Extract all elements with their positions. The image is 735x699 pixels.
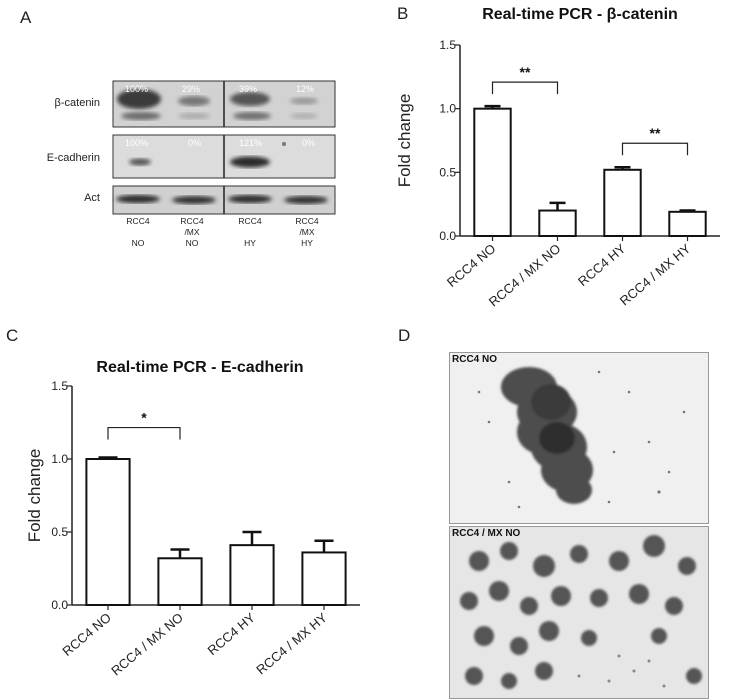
percent-ecad-lane4: 0% bbox=[302, 138, 316, 148]
chart-b-bar bbox=[603, 168, 642, 237]
lane-label-3-line3: HY bbox=[244, 238, 256, 248]
micrograph-label-top: RCC4 NO bbox=[452, 354, 498, 365]
blot-row-label-e-cadherin: E-cadherin bbox=[46, 152, 100, 164]
chart-b-y-tick-label: 1.5 bbox=[439, 38, 456, 52]
lane-label-3: RCC4 HY bbox=[228, 216, 272, 249]
chart-c-bar bbox=[157, 557, 203, 606]
chart-c-x-tick-label: RCC4 HY bbox=[205, 610, 259, 658]
chart-b-title: Real-time PCR - β-catenin bbox=[482, 6, 678, 23]
chart-b-bar bbox=[473, 107, 512, 237]
chart-c-y-axis-label: Fold change bbox=[25, 449, 44, 543]
lane-label-2-line3: NO bbox=[185, 238, 199, 248]
chart-c-x-tick-label: RCC4 / MX HY bbox=[253, 610, 330, 678]
chart-b-significance-bracket bbox=[621, 142, 689, 156]
panel-letter-a: A bbox=[20, 8, 32, 27]
chart-c-significance-bracket bbox=[107, 426, 181, 440]
percent-ecad-lane3: 121% bbox=[239, 138, 263, 148]
chart-b-bar bbox=[668, 210, 707, 238]
panel-letter-d: D bbox=[398, 326, 411, 345]
chart-c-y-tick-label: 1.5 bbox=[51, 379, 68, 393]
chart-c-bar bbox=[85, 458, 131, 606]
chart-b-x-tick-label: RCC4 / MX HY bbox=[617, 241, 694, 309]
chart-b-y-axis-label: Fold change bbox=[395, 94, 414, 188]
chart-c-y-tick-label: 0.5 bbox=[51, 525, 68, 539]
chart-b-x-tick-label: RCC4 HY bbox=[575, 241, 629, 289]
panel-letter-b: B bbox=[397, 4, 409, 23]
chart-c-x-tick-label: RCC4 NO bbox=[59, 610, 113, 659]
chart-b-significance-label: ** bbox=[650, 125, 661, 141]
micrograph-label-bottom: RCC4 / MX NO bbox=[452, 528, 521, 539]
chart-b-y-tick-label: 0.0 bbox=[439, 229, 456, 243]
chart-b-y-tick-label: 1.0 bbox=[439, 102, 456, 116]
chart-c-title: Real-time PCR - E-cadherin bbox=[96, 359, 303, 376]
microscopy-panel: RCC4 NO RCC4 / MX NO bbox=[449, 352, 709, 699]
chart-c-y-tick-label: 1.0 bbox=[51, 452, 68, 466]
percent-beta-lane1: 100% bbox=[125, 84, 149, 94]
lane-label-1-line2 bbox=[116, 227, 160, 238]
percent-ecad-lane2: 0% bbox=[188, 138, 202, 148]
lane-label-4-line1: RCC4 bbox=[295, 216, 319, 226]
chart-b-x-tick-label: RCC4 NO bbox=[444, 241, 498, 290]
percent-beta-lane2: 29% bbox=[182, 84, 201, 94]
blot-row-label-beta-catenin: β-catenin bbox=[54, 97, 100, 109]
e-cadherin-bar-chart: Real-time PCR - E-cadherin Fold change 0.0… bbox=[25, 359, 360, 679]
chart-c-bar bbox=[301, 551, 347, 607]
blot-image bbox=[112, 80, 336, 215]
lane-label-1-line1: RCC4 bbox=[126, 216, 150, 226]
lane-label-2-line2: /MX bbox=[184, 227, 200, 237]
chart-c-significance-label: * bbox=[141, 410, 147, 426]
percent-ecad-lane1: 100% bbox=[125, 138, 149, 148]
lane-label-1: RCC4 NO bbox=[116, 216, 160, 249]
chart-b-bar bbox=[538, 209, 577, 238]
chart-c-y-tick-label: 0.0 bbox=[51, 598, 68, 612]
lane-label-1-line3: NO bbox=[131, 238, 145, 248]
chart-b-significance-label: ** bbox=[520, 64, 531, 80]
lane-label-4: RCC4 /MX HY bbox=[285, 216, 329, 249]
percent-beta-lane3: 39% bbox=[239, 84, 258, 94]
blot-row-label-actin: Act bbox=[84, 192, 100, 204]
lane-label-2-line1: RCC4 bbox=[180, 216, 204, 226]
chart-b-significance-bracket bbox=[491, 81, 559, 95]
chart-b-y-tick-label: 0.5 bbox=[439, 165, 456, 179]
beta-catenin-bar-chart: Real-time PCR - β-catenin Fold change 0.0 0… bbox=[395, 6, 720, 309]
chart-c-bar bbox=[229, 544, 275, 606]
lane-label-4-line3: HY bbox=[301, 238, 313, 248]
panel-letter-c: C bbox=[6, 326, 19, 345]
lane-label-3-line2 bbox=[228, 227, 272, 238]
lane-label-3-line1: RCC4 bbox=[238, 216, 262, 226]
chart-c-x-tick-label: RCC4 / MX NO bbox=[108, 610, 186, 679]
micrograph-rcc4-mx-no bbox=[449, 526, 709, 699]
percent-beta-lane4: 12% bbox=[296, 84, 315, 94]
lane-label-4-line2: /MX bbox=[299, 227, 315, 237]
micrograph-rcc4-no bbox=[449, 352, 709, 524]
lane-label-2: RCC4 /MX NO bbox=[170, 216, 214, 249]
